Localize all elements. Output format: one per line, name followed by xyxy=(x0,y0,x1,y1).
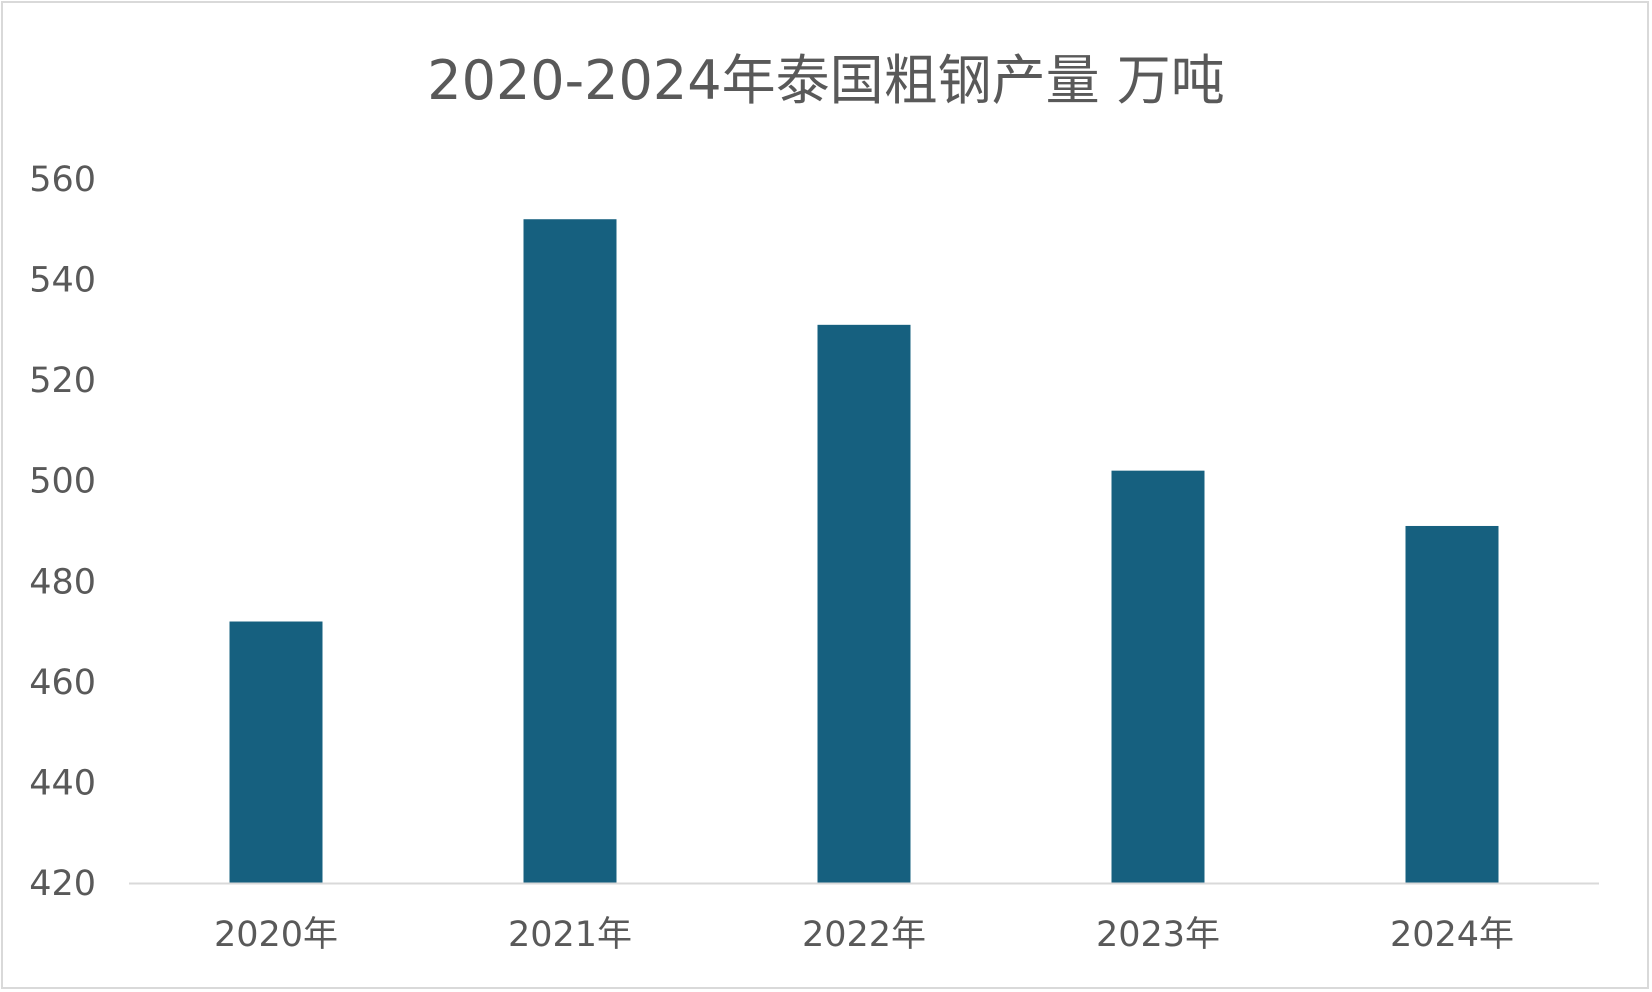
x-tick-label: 2021年 xyxy=(508,915,632,955)
x-axis: 2020年 2021年 2022年 2023年 2024年 xyxy=(214,915,1514,955)
y-tick-label: 540 xyxy=(29,261,96,301)
bar-2023年 xyxy=(1111,470,1205,883)
bar-2020年 xyxy=(229,621,323,883)
bars xyxy=(229,219,1499,883)
x-tick-label: 2023年 xyxy=(1096,915,1220,955)
y-tick-label: 420 xyxy=(29,864,96,904)
x-tick-label: 2022年 xyxy=(802,915,926,955)
x-tick-label: 2024年 xyxy=(1390,915,1514,955)
chart-title: 2020-2024年泰国粗钢产量 万吨 xyxy=(427,49,1225,112)
y-tick-label: 460 xyxy=(29,663,96,703)
y-tick-label: 440 xyxy=(29,763,96,803)
y-tick-label: 520 xyxy=(29,361,96,401)
bar-2022年 xyxy=(817,324,911,883)
y-tick-label: 480 xyxy=(29,562,96,602)
bar-2021年 xyxy=(523,219,617,883)
bar-2024年 xyxy=(1405,525,1499,883)
y-tick-label: 560 xyxy=(29,160,96,200)
y-axis: 420 440 460 480 500 520 540 560 xyxy=(29,160,96,904)
x-tick-label: 2020年 xyxy=(214,915,338,955)
y-tick-label: 500 xyxy=(29,462,96,502)
